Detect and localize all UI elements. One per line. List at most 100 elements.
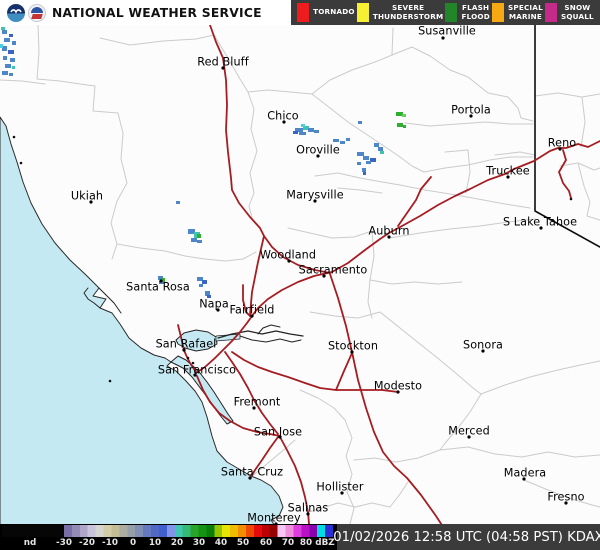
- county-line: [247, 89, 313, 95]
- city-dot: [193, 373, 197, 377]
- nws-logo-blue: [31, 6, 43, 13]
- city-dot: [182, 348, 186, 352]
- highway-line: [177, 324, 197, 373]
- legend-item-special-marine: SPECIAL MARINE: [492, 3, 543, 22]
- timestamp-bar: 01/02/2026 12:58 UTC (04:58 PST) KDAX: [333, 524, 600, 550]
- highway-line: [224, 351, 279, 435]
- city-dot: [522, 477, 526, 481]
- noaa-bird-icon: [10, 8, 22, 14]
- county-line: [439, 393, 482, 451]
- snow-squall-swatch: [544, 3, 557, 22]
- city-dot: [350, 350, 354, 354]
- county-line: [36, 24, 40, 80]
- radar-echo: [197, 234, 201, 238]
- city-dot: [322, 274, 326, 278]
- radar-echo: [12, 41, 16, 45]
- legend-item-tornado: TORNADO: [297, 3, 355, 22]
- map-point: [186, 356, 190, 360]
- county-line: [309, 311, 381, 319]
- county-line: [379, 311, 482, 395]
- radar-echo: [9, 73, 13, 76]
- legend-item-snow-squall: SNOW SQUALL: [544, 3, 594, 22]
- colorbar-tick-70: 70: [281, 538, 295, 548]
- county-line: [99, 34, 215, 46]
- city-dot: [216, 308, 220, 312]
- point-reyes: [83, 287, 101, 309]
- colorbar-tick-10: 10: [148, 538, 162, 548]
- county-line: [523, 479, 600, 508]
- county-line: [439, 446, 600, 458]
- city-dot: [467, 435, 471, 439]
- radar-echo: [358, 121, 362, 124]
- county-line: [311, 46, 534, 122]
- radar-echo: [2, 30, 7, 34]
- city-dot: [481, 349, 485, 353]
- city-label-santa-cruz: Santa Cruz: [220, 465, 284, 479]
- highway-line: [329, 273, 458, 550]
- city-label-oroville: Oroville: [296, 143, 340, 157]
- radar-echo: [161, 278, 165, 282]
- colorbar-tick-0: 0: [129, 538, 137, 548]
- county-line: [399, 184, 531, 209]
- severe-thunderstorm-label: SEVERE THUNDERSTORM: [372, 3, 444, 21]
- city-label-monterey: Monterey: [247, 511, 301, 525]
- radar-echo: [308, 128, 314, 132]
- radar-echo: [357, 162, 361, 165]
- city-dot: [248, 476, 252, 480]
- radar-echo: [357, 152, 364, 156]
- radar-echo: [378, 147, 383, 151]
- city-dot: [340, 491, 344, 495]
- colorbar-tick-20: 20: [170, 538, 184, 548]
- radar-echo: [295, 128, 303, 132]
- special-marine-swatch: [492, 3, 504, 22]
- highway-line: [335, 352, 353, 391]
- city-label-sonora: Sonora: [463, 338, 503, 352]
- county-line: [0, 79, 46, 85]
- tornado-label: TORNADO: [313, 7, 355, 17]
- city-dot: [564, 501, 568, 505]
- nws-logo[interactable]: [28, 3, 46, 22]
- county-line: [369, 279, 463, 285]
- highway-line: [249, 235, 265, 316]
- radar-echo: [197, 277, 203, 281]
- city-label-chico: Chico: [267, 109, 299, 123]
- map-point: [191, 361, 195, 365]
- colorbar-gradient: [64, 525, 333, 537]
- city-dot: [396, 390, 400, 394]
- county-line: [494, 151, 536, 156]
- header-branding: NATIONAL WEATHER SERVICE: [0, 0, 291, 25]
- city-dot: [306, 512, 310, 516]
- radar-echo: [363, 172, 366, 175]
- city-label-marysville: Marysville: [286, 188, 344, 202]
- highway-line: [279, 436, 310, 525]
- radar-echo: [176, 201, 180, 204]
- county-line: [580, 96, 586, 148]
- county-line: [314, 172, 401, 186]
- warning-legend: TORNADO SEVERE THUNDERSTORM FLASH FLOOD SPECI…: [291, 0, 600, 25]
- city-label-sacramento: Sacramento: [298, 263, 368, 277]
- reflectivity-colorbar: nd -30 -20 -10 0 10 20 30 40 50 60 70 80 dBZ: [0, 524, 337, 550]
- radar-echo: [397, 123, 403, 127]
- radar-echo: [363, 156, 369, 160]
- snow-squall-label: SNOW SQUALL: [560, 3, 594, 21]
- county-line: [559, 162, 600, 171]
- colorbar-tick-60: 60: [259, 538, 273, 548]
- colorbar-tick-80: 80: [299, 538, 313, 548]
- city-dot: [250, 314, 254, 318]
- city-dot: [287, 259, 291, 263]
- radar-echo: [2, 71, 8, 75]
- city-label-stockton: Stockton: [327, 339, 379, 353]
- radar-echo: [3, 56, 7, 60]
- highway-line: [196, 375, 281, 437]
- radar-echo: [396, 112, 403, 116]
- city-label-ukiah: Ukiah: [70, 189, 104, 203]
- city-label-santa-rosa: Santa Rosa: [126, 280, 190, 294]
- city-dot: [469, 114, 473, 118]
- noaa-logo[interactable]: [7, 3, 25, 22]
- colorbar-tick--30: -30: [56, 538, 72, 548]
- radar-echo: [403, 125, 406, 128]
- colorbar-tick-50: 50: [236, 538, 250, 548]
- city-dot: [278, 435, 282, 439]
- county-line: [247, 91, 258, 219]
